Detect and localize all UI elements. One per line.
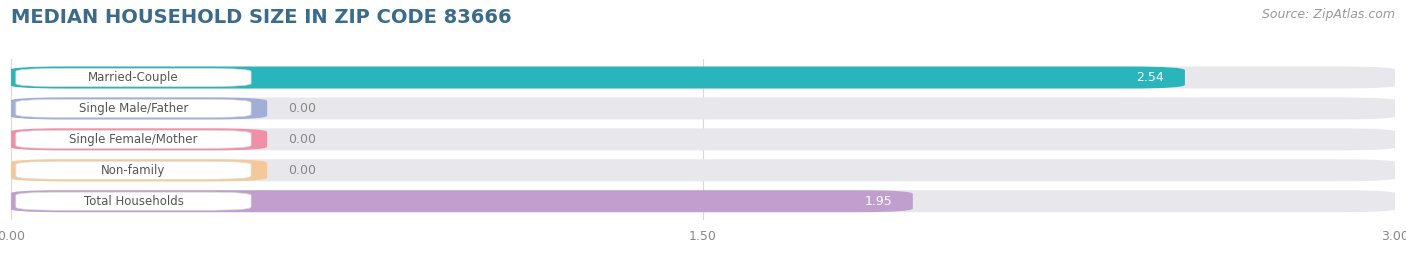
Text: Married-Couple: Married-Couple bbox=[89, 71, 179, 84]
FancyBboxPatch shape bbox=[8, 159, 267, 181]
FancyBboxPatch shape bbox=[15, 99, 252, 117]
Text: Total Households: Total Households bbox=[83, 195, 183, 208]
Text: 0.00: 0.00 bbox=[288, 133, 316, 146]
Text: Single Female/Mother: Single Female/Mother bbox=[69, 133, 198, 146]
Text: 0.00: 0.00 bbox=[288, 102, 316, 115]
FancyBboxPatch shape bbox=[15, 192, 252, 210]
FancyBboxPatch shape bbox=[8, 128, 267, 150]
FancyBboxPatch shape bbox=[8, 190, 1398, 212]
FancyBboxPatch shape bbox=[15, 161, 252, 179]
Text: Single Male/Father: Single Male/Father bbox=[79, 102, 188, 115]
Text: 0.00: 0.00 bbox=[288, 164, 316, 177]
FancyBboxPatch shape bbox=[8, 66, 1398, 88]
Text: 2.54: 2.54 bbox=[1136, 71, 1164, 84]
FancyBboxPatch shape bbox=[8, 66, 1185, 88]
Text: 1.95: 1.95 bbox=[865, 195, 891, 208]
FancyBboxPatch shape bbox=[15, 130, 252, 148]
FancyBboxPatch shape bbox=[8, 159, 1398, 181]
FancyBboxPatch shape bbox=[8, 98, 267, 120]
Text: MEDIAN HOUSEHOLD SIZE IN ZIP CODE 83666: MEDIAN HOUSEHOLD SIZE IN ZIP CODE 83666 bbox=[11, 8, 512, 27]
Text: Non-family: Non-family bbox=[101, 164, 166, 177]
FancyBboxPatch shape bbox=[8, 128, 1398, 150]
FancyBboxPatch shape bbox=[15, 69, 252, 87]
FancyBboxPatch shape bbox=[8, 190, 912, 212]
FancyBboxPatch shape bbox=[8, 98, 1398, 120]
Text: Source: ZipAtlas.com: Source: ZipAtlas.com bbox=[1261, 8, 1395, 21]
